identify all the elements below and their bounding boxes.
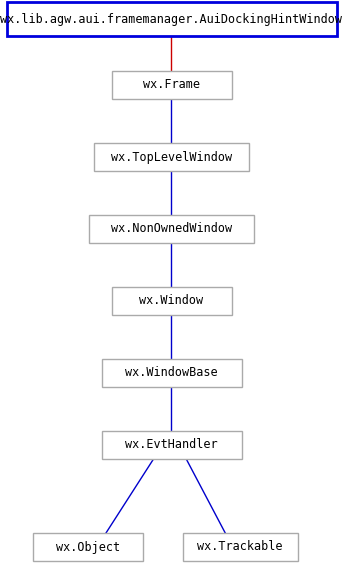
Text: wx.lib.agw.aui.framemanager.AuiDockingHintWindow: wx.lib.agw.aui.framemanager.AuiDockingHi… xyxy=(0,13,343,25)
FancyBboxPatch shape xyxy=(102,431,241,459)
Text: wx.Trackable: wx.Trackable xyxy=(197,541,283,553)
FancyBboxPatch shape xyxy=(111,71,232,99)
FancyBboxPatch shape xyxy=(111,287,232,315)
Text: wx.Frame: wx.Frame xyxy=(143,78,200,92)
FancyBboxPatch shape xyxy=(94,143,249,171)
FancyBboxPatch shape xyxy=(182,533,297,561)
Text: wx.NonOwnedWindow: wx.NonOwnedWindow xyxy=(111,223,232,235)
FancyBboxPatch shape xyxy=(102,359,241,387)
FancyBboxPatch shape xyxy=(89,215,254,243)
Text: wx.EvtHandler: wx.EvtHandler xyxy=(125,439,218,451)
Text: wx.Window: wx.Window xyxy=(140,294,203,308)
Text: wx.WindowBase: wx.WindowBase xyxy=(125,366,218,380)
Text: wx.TopLevelWindow: wx.TopLevelWindow xyxy=(111,151,232,163)
FancyBboxPatch shape xyxy=(33,533,143,561)
FancyBboxPatch shape xyxy=(7,2,336,36)
Text: wx.Object: wx.Object xyxy=(56,541,120,553)
